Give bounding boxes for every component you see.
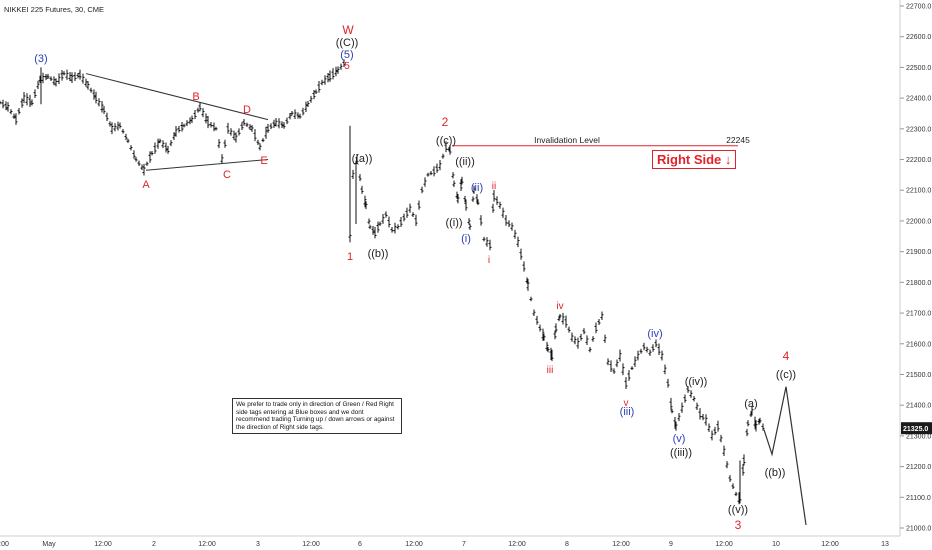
x-tick-label: 12:00 (302, 541, 320, 548)
x-tick-label: 10 (772, 541, 780, 548)
y-tick-label: 21500.0 (906, 372, 931, 379)
wave-labels: (3) A B C D E W((C))(5)5 1 ((a)) ((b)) 2 ((c)) ((ii)… (34, 23, 796, 532)
wave-label-C-primary: ((C)) (336, 37, 359, 49)
wave-label-3: (3) (34, 53, 47, 65)
y-tick-label: 21000.0 (906, 526, 931, 533)
x-tick-label: 12:00 (821, 541, 839, 548)
y-tick-label: 22000.0 (906, 218, 931, 225)
wave-label-iii-red: iii (547, 365, 554, 376)
y-tick-label: 21800.0 (906, 280, 931, 287)
chart-title: NIKKEI 225 Futures, 30, CME (4, 5, 105, 14)
x-tick-label: May (42, 541, 56, 548)
triangle-lower-line (145, 159, 269, 171)
wave-label-1: 1 (347, 251, 353, 263)
y-tick-label: 22100.0 (906, 188, 931, 195)
wave-label-i-blue: (i) (461, 233, 471, 245)
x-tick-label: 13 (881, 541, 889, 548)
x-tick-label: 7 (462, 541, 466, 548)
y-tick-label: 22300.0 (906, 126, 931, 133)
wave-label-iii-blue: (iii) (620, 406, 635, 418)
projection-path (763, 386, 807, 526)
x-tick-label: 12:00 (715, 541, 733, 548)
wave-label-5-blue: (5) (340, 49, 353, 61)
x-tick-label: 12:00 (405, 541, 423, 548)
x-axis: :00 May 12:00 2 12:00 3 12:00 6 12:00 7 12:00 8 12:0… (0, 535, 900, 548)
wave-label-D: D (243, 104, 251, 116)
y-tick-label: 22200.0 (906, 157, 931, 164)
trading-note: We prefer to trade only in direction of … (232, 398, 402, 435)
wave-label-A: A (142, 179, 150, 191)
y-tick-label: 21600.0 (906, 341, 931, 348)
wave-label-c: ((c)) (436, 135, 456, 147)
invalidation-label: Invalidation Level (534, 135, 600, 145)
wave-label-c-secondary: ((c)) (776, 369, 796, 381)
x-tick-label: :00 (0, 541, 9, 548)
invalidation-value: 22245 (726, 135, 750, 145)
wave-label-a-secondary: (a) (744, 398, 757, 410)
x-tick-label: 12:00 (508, 541, 526, 548)
wave-label-ii-primary: ((ii)) (455, 156, 475, 168)
y-tick-label: 21300.0 (906, 433, 931, 440)
y-tick-label: 21200.0 (906, 464, 931, 471)
y-tick-label: 22700.0 (906, 4, 931, 11)
wave-label-B: B (192, 91, 199, 103)
x-tick-label: 3 (256, 541, 260, 548)
y-axis: 22700.0 22600.0 22500.0 22400.0 22300.0 22200… (899, 0, 932, 536)
wave-label-C: C (223, 169, 231, 181)
y-tick-label: 21100.0 (906, 495, 931, 502)
right-side-tag: Right Side ↓ (652, 150, 737, 169)
wave-label-5-red: 5 (344, 61, 350, 72)
wave-label-iv-red: iv (556, 301, 563, 312)
wave-label-E: E (260, 155, 267, 167)
wave-label-3-red: 3 (735, 518, 742, 532)
triangle-upper-line (85, 73, 269, 121)
wave-label-v-blue: (v) (673, 433, 686, 445)
wave-label-ii-blue: (ii) (471, 182, 483, 194)
wave-label-i-primary: ((i)) (445, 217, 462, 229)
x-tick-label: 9 (669, 541, 673, 548)
wave-label-b-secondary: ((b)) (765, 467, 786, 479)
wave-label-4: 4 (783, 349, 790, 363)
y-tick-label: 21700.0 (906, 311, 931, 318)
wave-label-i-red: i (488, 255, 490, 266)
wave-label-b: ((b)) (368, 248, 389, 260)
x-tick-label: 6 (358, 541, 362, 548)
wave-label-iv-primary: ((iv)) (685, 376, 708, 388)
x-tick-label: 2 (152, 541, 156, 548)
x-tick-label: 12:00 (94, 541, 112, 548)
x-tick-label: 8 (565, 541, 569, 548)
wave-label-W: W (342, 23, 354, 37)
plot-area (0, 59, 807, 526)
wave-label-iii-primary: ((iii)) (670, 447, 692, 459)
wave-label-2: 2 (442, 115, 449, 129)
y-tick-label: 21900.0 (906, 249, 931, 256)
y-tick-label: 22400.0 (906, 96, 931, 103)
x-tick-label: 12:00 (612, 541, 630, 548)
y-tick-label: 22600.0 (906, 34, 931, 41)
wave-label-a: ((a)) (352, 153, 373, 165)
last-price-tag (901, 422, 932, 435)
y-tick-label: 21400.0 (906, 403, 931, 410)
wave-label-v-primary: ((v)) (728, 504, 748, 516)
x-tick-label: 12:00 (198, 541, 216, 548)
wave-label-iv-blue: (iv) (647, 328, 662, 340)
wave-label-ii-red: ii (492, 181, 496, 192)
last-price-label: 21325.0 (903, 426, 928, 433)
wave-label-v-red: v (624, 398, 629, 409)
y-tick-label: 22500.0 (906, 65, 931, 72)
